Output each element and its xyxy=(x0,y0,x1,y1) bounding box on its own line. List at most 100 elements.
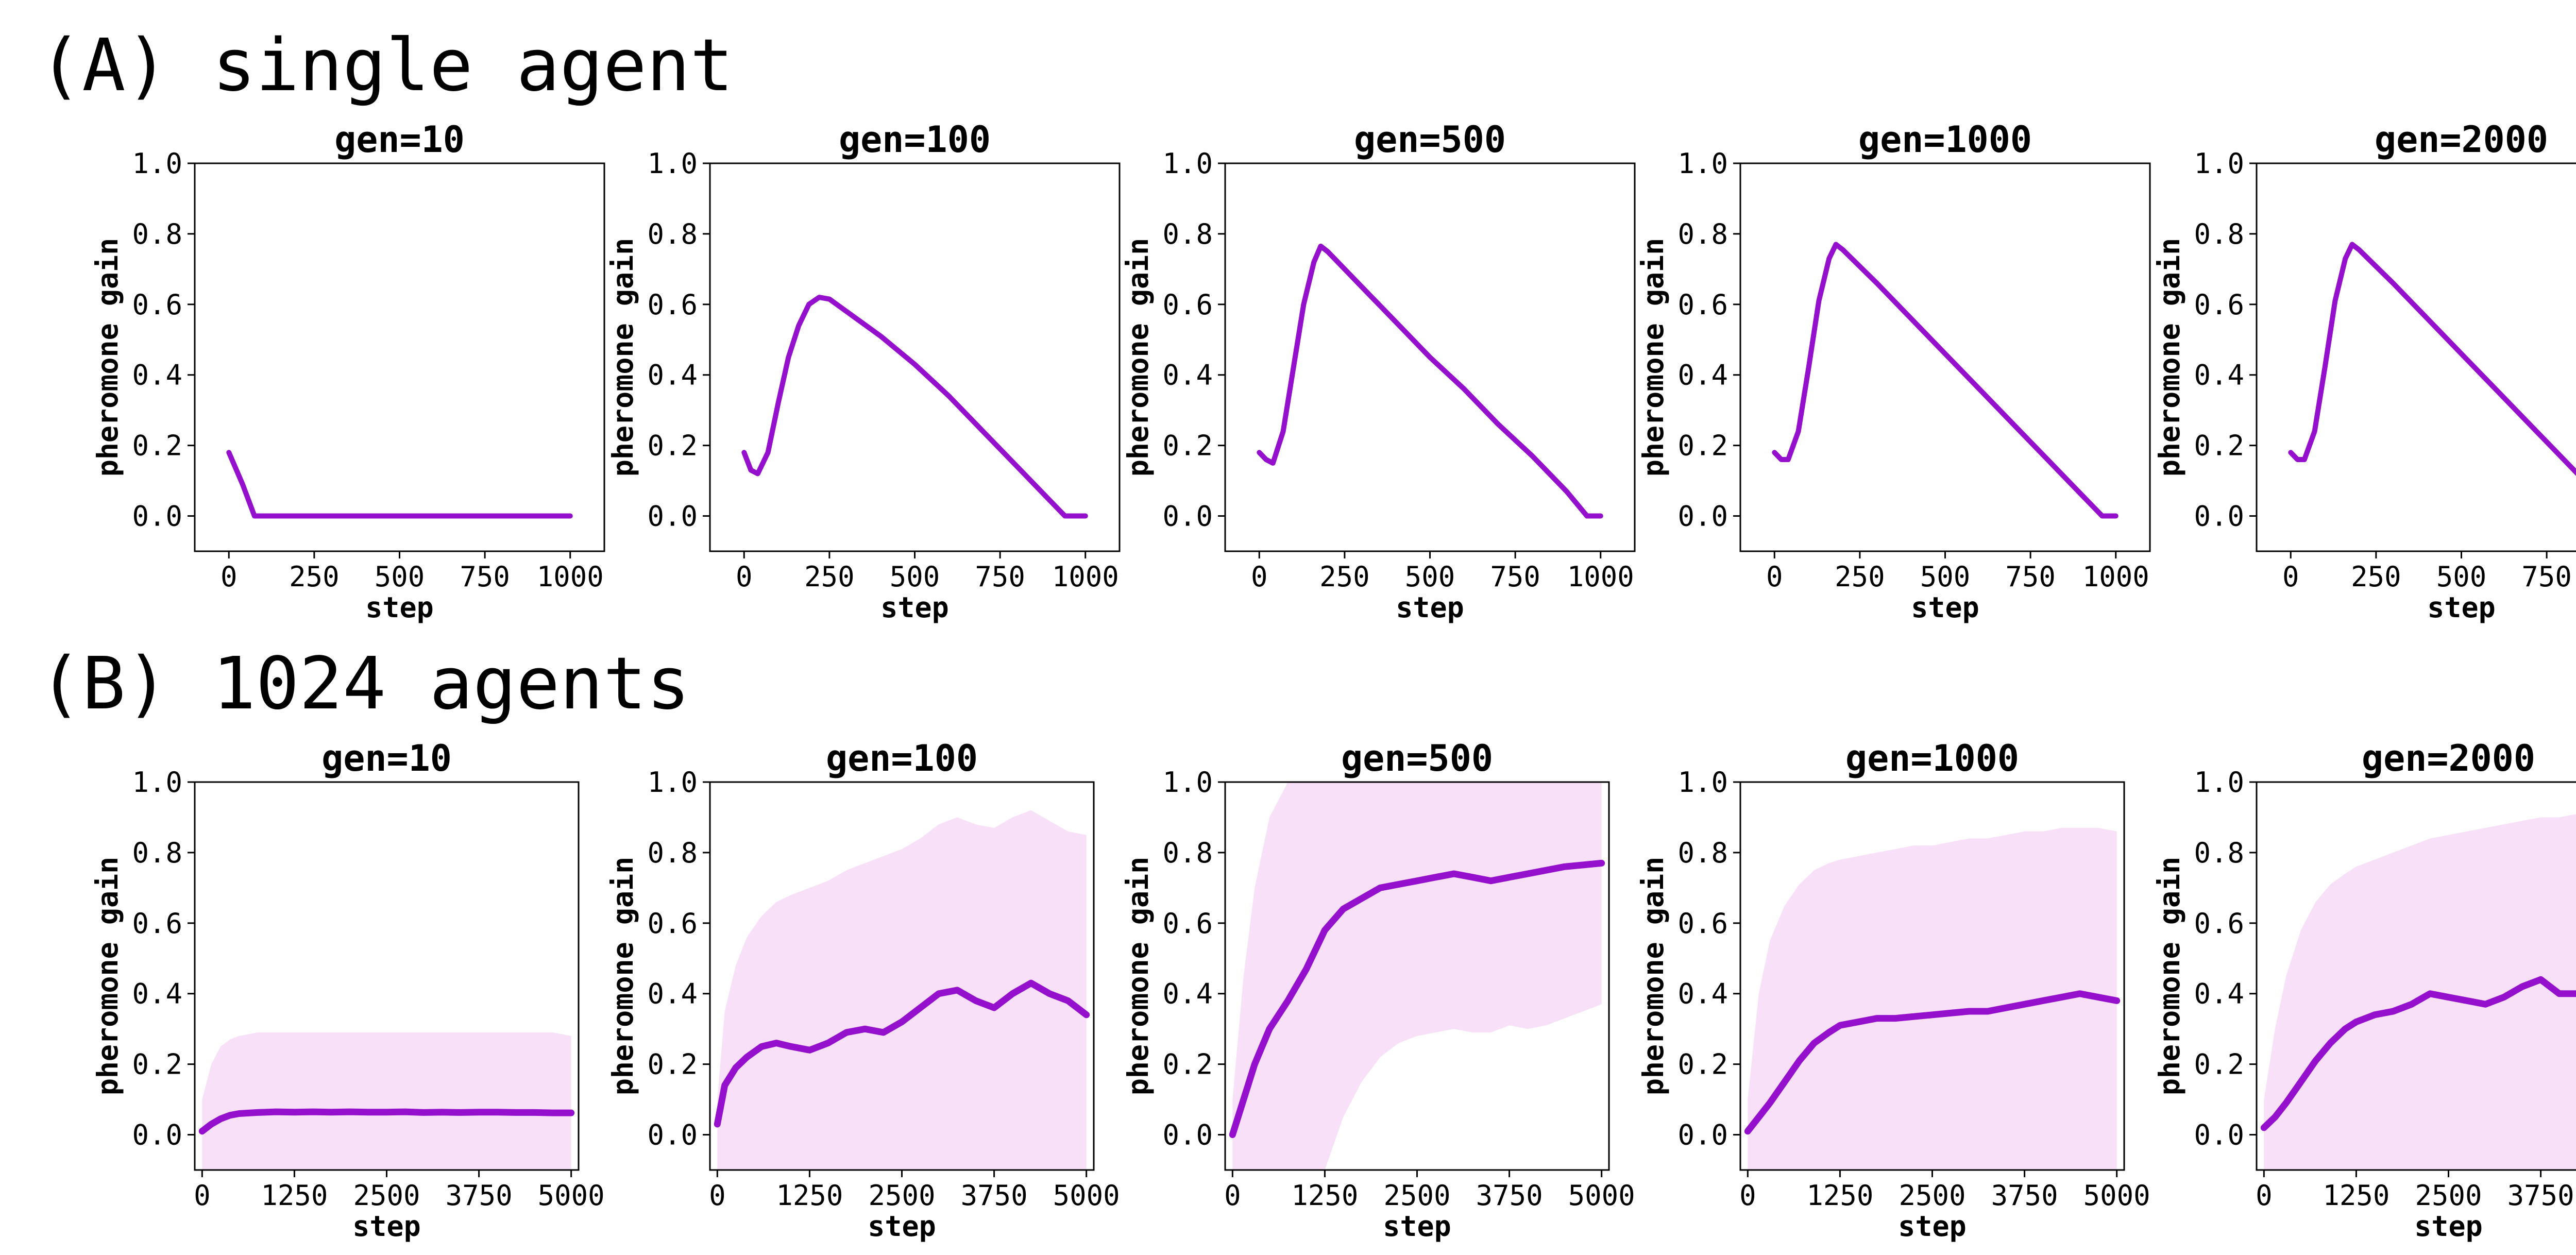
y-tick-label: 0.2 xyxy=(1162,1048,1213,1081)
y-tick-label: 0.8 xyxy=(647,218,698,250)
y-tick-label: 0.4 xyxy=(2194,978,2244,1010)
series-line xyxy=(714,979,1090,1128)
panel-title: gen=10 xyxy=(334,118,465,161)
y-tick-label: 1.0 xyxy=(132,147,182,180)
plot-frame xyxy=(709,162,1121,552)
chart-panel-b-2: 0 1250 2500 3750 5000 0.0 0.2 0.4 0.6 0.8 1.0 gen=1… xyxy=(606,737,1120,1243)
panel-title: gen=1000 xyxy=(1858,118,2032,161)
y-tick-label: 0.4 xyxy=(132,359,182,392)
y-tick-label: 1.0 xyxy=(1162,766,1213,799)
x-tick-label: 1250 xyxy=(1291,1179,1358,1212)
series-line xyxy=(1744,990,2121,1135)
y-tick-label: 0.0 xyxy=(1162,1119,1213,1151)
x-axis-label: step xyxy=(1898,1210,1966,1243)
y-tick-label: 0.2 xyxy=(1677,430,1728,462)
std-band xyxy=(717,810,1087,1170)
x-tick-label: 1250 xyxy=(261,1179,328,1212)
y-tick-label: 0.8 xyxy=(1677,837,1728,869)
y-tick-label: 0.6 xyxy=(1162,907,1213,940)
chart-panel-a-5: 025050075010000.00.20.40.60.81.0gen=2000… xyxy=(2153,118,2576,624)
series-line xyxy=(2288,242,2576,476)
x-tick-label: 0 xyxy=(194,1179,211,1212)
y-tick-label: 0.4 xyxy=(132,978,182,1010)
x-tick-label: 500 xyxy=(1920,561,1971,593)
y-axis-label: pheromone gain xyxy=(606,238,639,477)
y-tick-label: 0.2 xyxy=(1677,1048,1728,1081)
panel-title: gen=2000 xyxy=(2362,737,2535,779)
x-tick-label: 0 xyxy=(1224,1179,1241,1212)
chart-panel-b-4: 0 1250 2500 3750 5000 0.0 0.2 0.4 0.6 0.8 1.0 gen=1… xyxy=(1637,737,2150,1243)
series-line xyxy=(1257,243,1603,519)
y-tick-label: 0.8 xyxy=(2194,837,2244,869)
y-tick-label: 0.4 xyxy=(1162,978,1213,1010)
x-tick-label: 1250 xyxy=(1806,1179,1873,1212)
y-tick-label: 0.4 xyxy=(647,978,698,1010)
x-tick-label: 750 xyxy=(2005,561,2056,593)
y-tick-label: 0.6 xyxy=(647,907,698,940)
x-tick-label: 1000 xyxy=(2082,561,2149,593)
y-axis-label: pheromone gain xyxy=(91,238,124,477)
y-tick-label: 0.2 xyxy=(647,430,698,462)
x-tick-label: 0 xyxy=(709,1179,726,1212)
y-axis-label: pheromone gain xyxy=(1122,238,1155,477)
series-line xyxy=(226,450,573,519)
x-tick-label: 0 xyxy=(736,561,753,593)
x-tick-label: 250 xyxy=(2351,561,2401,593)
y-tick-label: 0.4 xyxy=(1677,359,1728,392)
y-tick-label: 0.0 xyxy=(1677,1119,1728,1151)
panel-title: gen=100 xyxy=(826,737,978,779)
x-tick-label: 3750 xyxy=(961,1179,1028,1212)
chart-panel-a-2: 0 250 500 750 1000 0.0 0.2 0.4 0.6 0.8 1.0 gen=100 s… xyxy=(606,118,1121,624)
x-tick-label: 3750 xyxy=(446,1179,513,1212)
x-tick-label: 750 xyxy=(2521,561,2572,593)
chart-panel-a-3: 0 250 500 750 1000 0.0 0.2 0.4 0.6 0.8 1.0 gen=500 s… xyxy=(1122,118,1636,624)
chart-panel-b-5: 012502500375050000.00.20.40.60.81.0gen=2… xyxy=(2153,737,2576,1243)
x-axis-label: step xyxy=(365,591,433,624)
y-tick-label: 0.0 xyxy=(647,500,698,533)
x-tick-label: 500 xyxy=(1405,561,1455,593)
y-tick-label: 1.0 xyxy=(1162,147,1213,180)
y-tick-label: 0.6 xyxy=(2194,907,2244,940)
y-tick-label: 0.6 xyxy=(1162,289,1213,321)
x-axis-label: step xyxy=(2427,591,2495,624)
panels: 0 250 500 750 1000 0.0 0.2 0.4 0.6 0.8 1.0 gen=10 st… xyxy=(91,118,2576,1243)
y-tick-label: 0.2 xyxy=(1162,430,1213,462)
x-tick-label: 1250 xyxy=(776,1179,843,1212)
y-tick-label: 0.0 xyxy=(647,1119,698,1151)
y-tick-label: 0.6 xyxy=(1677,907,1728,940)
panel-title: gen=500 xyxy=(1341,737,1493,779)
x-tick-label: 1000 xyxy=(537,561,604,593)
y-axis-label: pheromone gain xyxy=(91,857,124,1096)
x-tick-label: 750 xyxy=(1490,561,1540,593)
x-tick-label: 1250 xyxy=(2323,1179,2389,1212)
x-tick-label: 0 xyxy=(221,561,238,593)
y-tick-label: 0.4 xyxy=(1162,359,1213,392)
series-line xyxy=(198,1108,575,1135)
y-tick-label: 0.8 xyxy=(132,218,182,250)
x-tick-label: 5000 xyxy=(1568,1179,1635,1212)
y-tick-label: 0.8 xyxy=(647,837,698,869)
y-tick-label: 0.0 xyxy=(132,500,182,533)
x-tick-label: 5000 xyxy=(538,1179,605,1212)
y-tick-label: 0.0 xyxy=(132,1119,182,1151)
series-line xyxy=(2260,976,2576,1131)
std-band xyxy=(1232,782,1602,1170)
y-tick-label: 0.4 xyxy=(1677,978,1728,1010)
y-tick-label: 1.0 xyxy=(2194,147,2244,180)
y-tick-label: 0.0 xyxy=(2194,500,2244,533)
y-tick-label: 0.0 xyxy=(1162,500,1213,533)
x-tick-label: 1000 xyxy=(1052,561,1119,593)
x-tick-label: 0 xyxy=(1251,561,1268,593)
x-tick-label: 500 xyxy=(890,561,940,593)
y-axis-label: pheromone gain xyxy=(2153,238,2186,477)
std-band xyxy=(2264,814,2576,1170)
y-tick-label: 1.0 xyxy=(1677,147,1728,180)
y-tick-label: 0.0 xyxy=(1677,500,1728,533)
y-tick-label: 0.2 xyxy=(2194,1048,2244,1081)
y-tick-label: 1.0 xyxy=(132,766,182,799)
x-tick-label: 250 xyxy=(289,561,340,593)
x-tick-label: 2500 xyxy=(1383,1179,1450,1212)
panel-title: gen=10 xyxy=(321,737,452,779)
section-title-a: (A) single agent xyxy=(39,24,734,108)
x-tick-label: 0 xyxy=(1739,1179,1756,1212)
